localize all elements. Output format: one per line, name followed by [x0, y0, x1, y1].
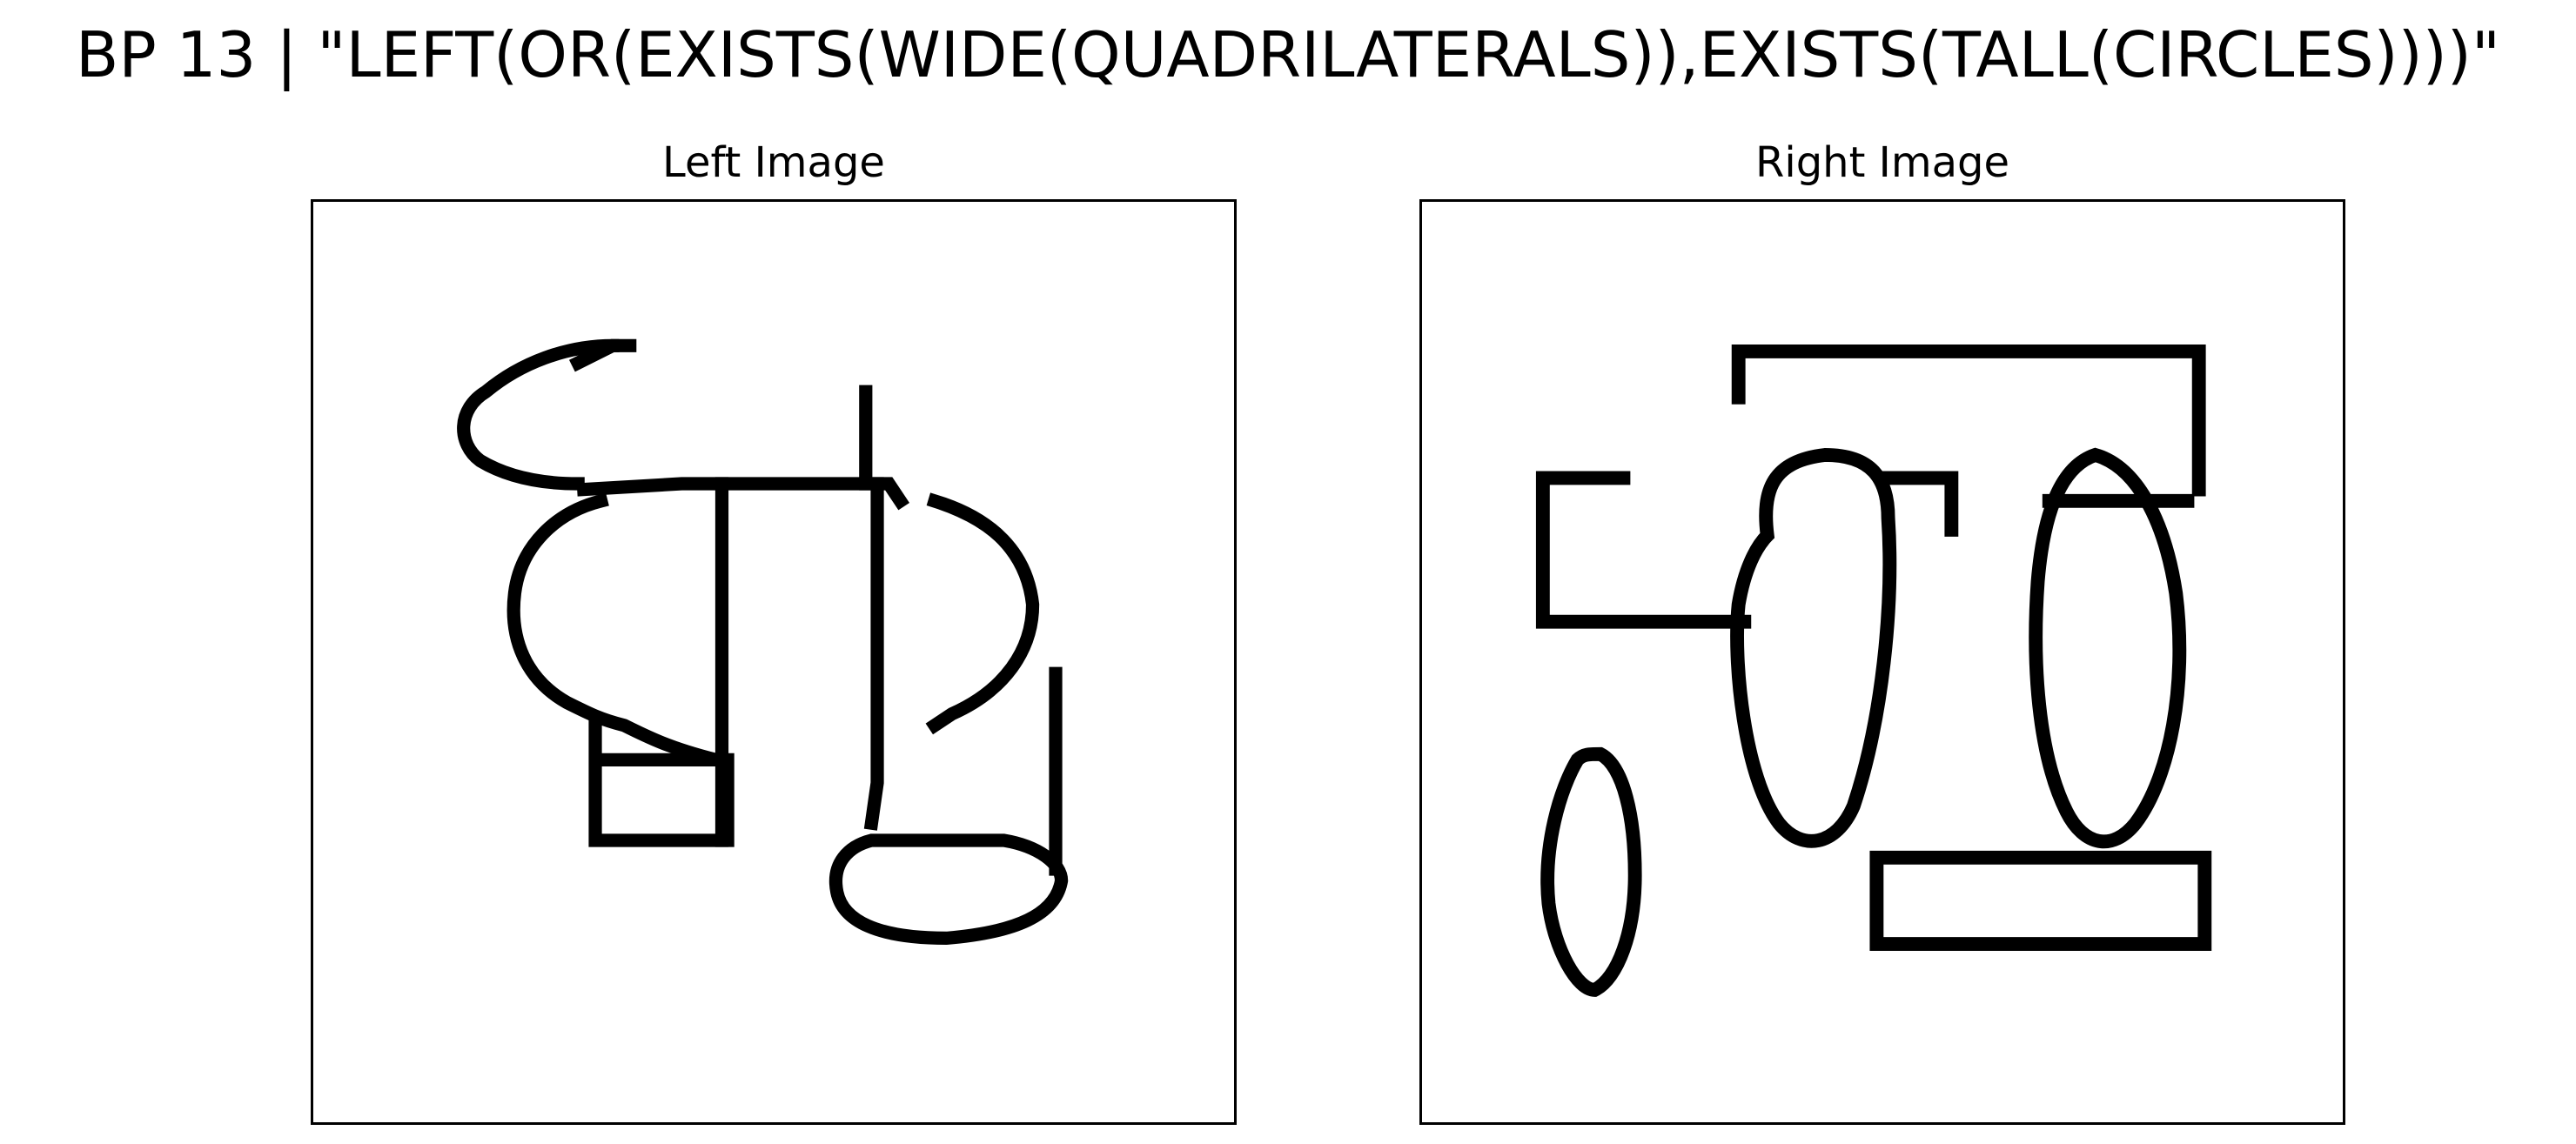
left-small-rectangle: [588, 719, 735, 847]
right-small-ellipse: [1540, 746, 1642, 997]
left-squiggle-stroke: [457, 338, 620, 491]
figure-title: BP 13 | "LEFT(OR(EXISTS(WIDE(QUADRILATER…: [75, 18, 2501, 91]
right-image-panel: [1419, 199, 2345, 1125]
right-image-drawing: [1535, 344, 2212, 997]
right-left-bracket: [1535, 471, 1752, 629]
right-middle-nub: [1881, 471, 1959, 537]
left-bottom-ellipse: [828, 833, 1069, 946]
left-image-panel: [311, 199, 1237, 1125]
right-tall-ellipse: [2029, 447, 2187, 849]
right-middle-ellipse: [1730, 448, 1897, 848]
left-right-arc: [925, 492, 1040, 735]
left-top-bar: [576, 477, 910, 511]
right-bottom-rectangle: [1869, 850, 2212, 951]
right-image-title: Right Image: [1755, 138, 2009, 187]
left-vertical-bar-2: [859, 385, 884, 831]
left-image-title: Left Image: [662, 138, 885, 187]
left-large-loop: [506, 492, 725, 768]
left-image-drawing: [457, 338, 1069, 946]
right-top-bar: [1731, 344, 2206, 497]
left-squiggle-stroke-upper: [568, 338, 637, 372]
